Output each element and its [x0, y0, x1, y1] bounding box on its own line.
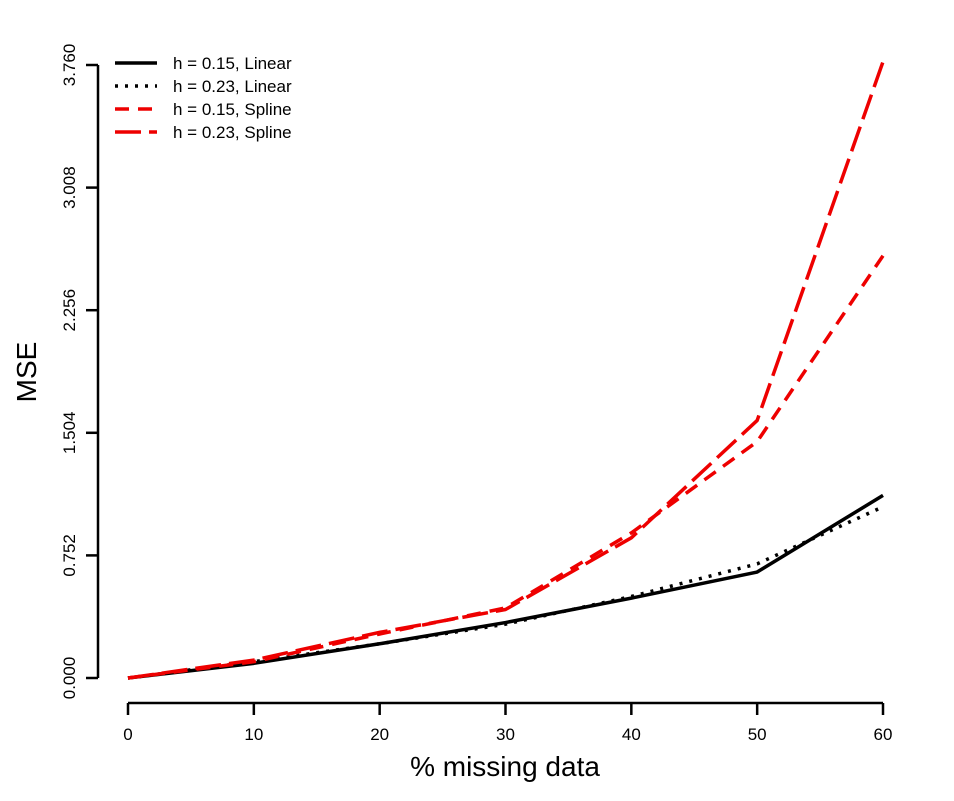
x-tick-label: 10	[244, 725, 263, 744]
y-tick-label: 0.752	[60, 534, 79, 577]
y-tick-label: 2.256	[60, 289, 79, 332]
legend-label: h = 0.23, Spline	[173, 123, 292, 142]
series-line-h-0-15-spline	[127, 254, 885, 680]
series-line-h-0-15-linear	[127, 493, 884, 680]
y-tick-label: 3.760	[60, 44, 79, 87]
y-tick-label: 3.008	[60, 166, 79, 209]
legend-label: h = 0.15, Spline	[173, 100, 292, 119]
series-line-h-0-23-linear	[127, 505, 884, 680]
legend: h = 0.15, Linear h = 0.23, Linear h = 0.15…	[115, 54, 292, 142]
x-tick-label: 50	[748, 725, 767, 744]
series-lines	[127, 61, 885, 680]
y-tick-label: 1.504	[60, 412, 79, 455]
x-tick-label: 30	[496, 725, 515, 744]
legend-label: h = 0.15, Linear	[173, 54, 292, 73]
y-axis-title: MSE	[11, 342, 42, 403]
x-tick-label: 20	[370, 725, 389, 744]
x-tick-label: 0	[123, 725, 132, 744]
x-tick-label: 40	[622, 725, 641, 744]
series-line-h-0-23-spline	[127, 61, 885, 680]
x-axis-title: % missing data	[410, 751, 600, 782]
y-tick-label: 0.000	[60, 657, 79, 700]
x-tick-label: 60	[874, 725, 893, 744]
axes: 0 10 20 30 40 50 60 0.000 0.752 1.504 2.256 3.008 3.…	[60, 44, 892, 744]
legend-label: h = 0.23, Linear	[173, 77, 292, 96]
